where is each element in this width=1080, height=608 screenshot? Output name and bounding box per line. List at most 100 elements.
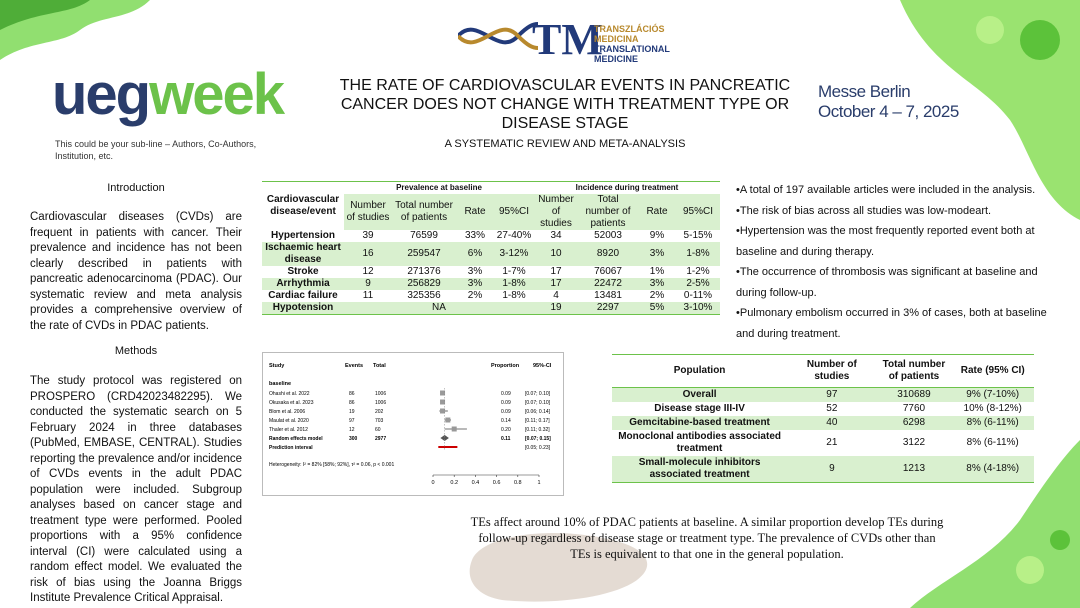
col-population: Population xyxy=(673,365,726,376)
forest-point xyxy=(445,417,451,423)
group-incidence: Incidence during treatment xyxy=(575,183,679,192)
col-b-n: Number of studies xyxy=(346,200,390,223)
col-total-patients: Total number of patients xyxy=(882,359,946,382)
col-b-ci: 95%CI xyxy=(498,206,529,217)
forest-point xyxy=(440,408,446,414)
forest-study-events: 12 xyxy=(349,427,355,433)
tm-logo: TM xyxy=(532,15,603,64)
forest-study-prop: 0.09 xyxy=(501,400,511,406)
forest-study-prop: 0.14 xyxy=(501,418,511,424)
decor-top-right xyxy=(900,0,1080,220)
forest-point xyxy=(440,390,446,396)
forest-study-total: 703 xyxy=(375,418,384,424)
forest-col-prop: Proportion xyxy=(491,363,520,369)
bullet-2: •The risk of bias across all studies was… xyxy=(736,204,992,217)
dna-helix-icon xyxy=(458,22,538,50)
forest-heterogeneity: Heterogeneity: I² = 82% [58%; 92%], τ² =… xyxy=(269,462,394,468)
bullet-5: •Pulmonary embolism occurred in 3% of ca… xyxy=(736,307,1047,340)
forest-axis-tick-label: 0.6 xyxy=(493,480,501,486)
forest-study-prop: 0.09 xyxy=(501,391,511,397)
cvd-events-table: Cardiovascular disease/event Prevalence … xyxy=(262,181,720,315)
col-rate: Rate (95% CI) xyxy=(960,365,1025,376)
table-row: Hypotension NA 19 2297 5% 3-10% xyxy=(262,302,720,315)
poster-subtitle: A SYSTEMATIC REVIEW AND META-ANALYSIS xyxy=(444,138,686,150)
col-n-studies: Number of studies xyxy=(806,359,857,382)
forest-pred-ci: [0.05; 0.23] xyxy=(525,445,551,451)
col-i-rate: Rate xyxy=(646,206,668,217)
col-i-ci: 95%CI xyxy=(682,206,713,217)
subgroup-table: Population Number of studies Total numbe… xyxy=(612,354,1034,483)
forest-study-name: Thaler et al. 2012 xyxy=(269,427,308,433)
table-row: Monoclonal antibodies associated treatme… xyxy=(618,431,1019,454)
forest-axis-tick-label: 0 xyxy=(431,480,434,486)
decor-bottom-right xyxy=(910,440,1080,608)
forest-axis-tick-label: 0.4 xyxy=(472,480,480,486)
forest-study-events: 86 xyxy=(349,400,355,406)
forest-study-ci: [0.07; 0.10] xyxy=(525,391,551,397)
forest-study-name: Blom et al. 2006 xyxy=(269,409,305,415)
forest-study-ci: [0.07; 0.10] xyxy=(525,400,551,406)
methods-text: The study protocol was registered on PRO… xyxy=(30,375,242,604)
table-row: Hypertension 39 76599 33% 27-40% 34 52003 9… xyxy=(271,230,713,241)
forest-study-prop: 0.20 xyxy=(501,427,511,433)
forest-random-prop: 0.11 xyxy=(501,436,511,442)
liver-illustration xyxy=(469,532,648,602)
bullet-4: •The occurrence of thrombosis was signif… xyxy=(736,266,1038,299)
forest-study-ci: [0.06; 0.14] xyxy=(525,409,551,415)
col-b-total: Total number of patients xyxy=(395,200,453,223)
forest-study-ci: [0.11; 0.17] xyxy=(525,418,550,424)
forest-col-study: Study xyxy=(269,363,285,369)
forest-diamond xyxy=(440,435,449,441)
forest-study-name: Maulat et al. 2020 xyxy=(269,418,309,424)
forest-pred-bar xyxy=(438,446,458,448)
forest-axis-tick-label: 0.8 xyxy=(514,480,522,486)
forest-study-name: Okusaka et al. 2023 xyxy=(269,400,314,406)
forest-plot: Study Events Total Proportion 95%-CI bas… xyxy=(262,352,564,496)
methods-heading: Methods xyxy=(114,345,158,357)
forest-study-events: 19 xyxy=(349,409,355,415)
group-baseline: Prevalence at baseline xyxy=(396,183,482,192)
conclusion-text: TEs affect around 10% of PDAC patients a… xyxy=(470,515,944,561)
forest-random-ci: [0.07; 0.15] xyxy=(525,436,551,442)
forest-study-total: 60 xyxy=(375,427,381,433)
poster-title: THE RATE OF CARDIOVASCULAR EVENTS IN PAN… xyxy=(339,77,791,132)
forest-col-ci: 95%-CI xyxy=(533,363,552,369)
table-row: Disease stage III-IV 52 7760 10% (8-12%) xyxy=(654,403,1022,414)
table-row: Small-molecule inhibitors associated tre… xyxy=(612,456,1034,483)
forest-random-total: 2977 xyxy=(375,436,386,442)
results-bullets: •A total of 197 available articles were … xyxy=(736,180,1048,344)
tm-logo-text: TRANSZLÁCIÓS MEDICINA TRANSLATIONAL MEDI… xyxy=(594,24,670,64)
forest-random-label: Random effects model xyxy=(269,436,323,442)
col-i-n: Number of studies xyxy=(538,194,574,229)
table-row: Arrhythmia 9 256829 3% 1-8% 17 22472 3% 2-5% xyxy=(262,278,720,290)
forest-col-total: Total xyxy=(373,363,386,369)
decor-top-left xyxy=(0,0,150,60)
forest-study-events: 86 xyxy=(349,391,355,397)
forest-study-events: 97 xyxy=(349,418,355,424)
forest-axis-tick-label: 1 xyxy=(537,480,540,486)
col-event: Cardiovascular disease/event xyxy=(266,194,340,217)
forest-point xyxy=(451,426,457,432)
table-row: Gemcitabine-based treatment 40 6298 8% (6-… xyxy=(612,416,1034,430)
ueg-week-logo: uegweek xyxy=(52,62,285,127)
forest-random-events: 300 xyxy=(349,436,358,442)
subline: This could be your sub-line – Authors, C… xyxy=(55,139,257,161)
bullet-1: •A total of 197 available articles were … xyxy=(736,184,1036,196)
venue: Messe Berlin October 4 – 7, 2025 xyxy=(818,82,959,121)
forest-study-name: Ohashi et al. 2022 xyxy=(269,391,310,397)
table-row: Overall 97 310689 9% (7-10%) xyxy=(612,387,1034,402)
forest-col-events: Events xyxy=(345,363,363,369)
forest-study-ci: [0.11; 0.32] xyxy=(525,427,550,433)
forest-study-total: 1006 xyxy=(375,400,386,406)
forest-group-label: baseline xyxy=(269,381,291,387)
table-row: Stroke 12 271376 3% 1-7% 17 76067 1% 1-2% xyxy=(287,266,710,277)
forest-study-total: 1006 xyxy=(375,391,386,397)
forest-point xyxy=(440,399,446,405)
bullet-3: •Hypertension was the most frequently re… xyxy=(736,225,1035,258)
forest-axis-tick-label: 0.2 xyxy=(450,480,458,486)
intro-text: Cardiovascular diseases (CVDs) are frequ… xyxy=(30,211,242,332)
forest-study-prop: 0.09 xyxy=(501,409,511,415)
forest-study-total: 202 xyxy=(375,409,384,415)
table-row: Ischaemic heart disease 16 259547 6% 3-12%… xyxy=(262,242,720,266)
forest-plot-svg: Study Events Total Proportion 95%-CI bas… xyxy=(269,363,552,486)
